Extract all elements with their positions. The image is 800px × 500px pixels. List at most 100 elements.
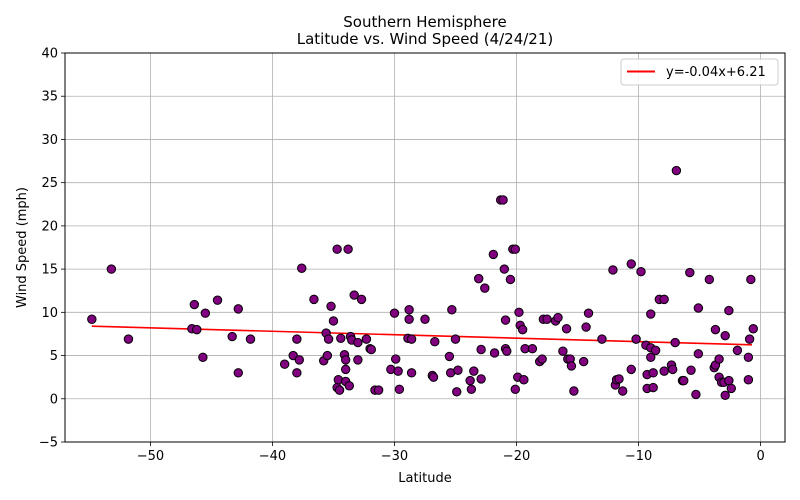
data-point xyxy=(542,314,552,324)
data-point xyxy=(502,346,512,356)
plot-frame xyxy=(64,52,786,443)
data-point xyxy=(553,312,563,323)
data-point xyxy=(724,375,734,386)
data-point xyxy=(489,348,500,358)
data-point xyxy=(323,334,334,344)
data-point xyxy=(617,386,628,396)
y-tick-label: 15 xyxy=(41,263,58,278)
data-point xyxy=(476,344,486,355)
chart-title: Southern Hemisphere xyxy=(343,13,506,31)
x-tick-label: −30 xyxy=(381,449,408,464)
data-point xyxy=(659,366,669,376)
data-point xyxy=(406,334,417,344)
data-point xyxy=(328,316,339,326)
data-point xyxy=(340,355,351,365)
legend-regression-label: y=-0.04x+6.21 xyxy=(666,65,766,80)
data-point xyxy=(569,386,579,396)
data-point xyxy=(704,274,715,285)
y-axis-ticks: −5 0 5 10 15 20 25 30 35 40 xyxy=(39,47,65,451)
data-point xyxy=(732,345,743,356)
data-point xyxy=(500,315,511,325)
data-point xyxy=(510,244,521,254)
data-point xyxy=(123,334,134,344)
y-tick-label: 0 xyxy=(50,392,58,407)
data-point xyxy=(473,273,484,284)
data-point xyxy=(326,301,336,311)
data-point xyxy=(465,375,475,386)
data-point xyxy=(212,295,223,305)
data-point xyxy=(726,383,737,394)
y-tick-label: −5 xyxy=(39,436,58,451)
data-point xyxy=(693,349,704,359)
data-point xyxy=(578,356,589,367)
data-point xyxy=(748,324,758,334)
data-point xyxy=(245,334,256,344)
data-point xyxy=(361,334,372,344)
data-point xyxy=(420,314,430,324)
data-point xyxy=(714,354,724,364)
data-point xyxy=(505,274,516,285)
data-point xyxy=(746,274,756,285)
data-point xyxy=(648,368,658,378)
data-point xyxy=(561,324,572,334)
data-point xyxy=(659,294,669,305)
chart-subtitle: Latitude vs. Wind Speed (4/24/21) xyxy=(297,30,554,48)
data-point xyxy=(447,305,457,315)
y-tick-label: 5 xyxy=(50,349,58,364)
data-point xyxy=(510,384,521,394)
data-point xyxy=(597,334,607,344)
data-point xyxy=(527,343,538,354)
data-point xyxy=(693,303,704,313)
data-point xyxy=(743,375,754,385)
data-point xyxy=(679,375,689,386)
data-point xyxy=(340,364,351,375)
data-point xyxy=(668,364,678,375)
data-point xyxy=(453,365,463,375)
data-point xyxy=(356,294,367,305)
data-point xyxy=(292,334,302,344)
data-point xyxy=(608,265,618,275)
y-tick-label: 10 xyxy=(41,306,58,321)
y-tick-label: 40 xyxy=(41,47,58,62)
data-point xyxy=(353,337,363,348)
data-point xyxy=(334,385,345,395)
data-point xyxy=(566,361,577,371)
regression-layer xyxy=(91,325,753,346)
data-point xyxy=(404,305,414,315)
data-point xyxy=(626,259,636,269)
data-point xyxy=(344,381,355,391)
data-point xyxy=(476,374,486,384)
data-point xyxy=(646,309,656,319)
x-tick-label: −20 xyxy=(503,449,530,464)
data-point xyxy=(685,267,695,278)
data-point xyxy=(332,244,342,254)
data-point xyxy=(710,324,721,335)
data-point xyxy=(671,165,682,176)
data-point xyxy=(366,344,377,355)
y-tick-label: 20 xyxy=(41,219,58,234)
x-tick-label: 0 xyxy=(756,449,764,464)
data-point xyxy=(353,355,363,365)
data-point xyxy=(646,352,656,362)
data-point xyxy=(648,382,658,393)
data-point xyxy=(686,365,696,375)
data-point xyxy=(498,195,508,205)
data-point xyxy=(691,389,701,400)
data-point xyxy=(450,334,461,344)
data-point xyxy=(480,283,490,293)
data-points xyxy=(87,165,758,401)
data-point xyxy=(294,355,305,365)
grid-lines xyxy=(65,52,785,443)
data-point xyxy=(343,244,353,254)
legend-box xyxy=(620,58,779,86)
data-point xyxy=(322,350,333,361)
data-point xyxy=(189,299,200,310)
data-point xyxy=(428,372,439,382)
data-point xyxy=(744,334,755,344)
data-point xyxy=(519,375,529,385)
x-axis-label: Latitude xyxy=(398,471,452,486)
data-point xyxy=(233,368,243,378)
data-point xyxy=(517,324,528,335)
data-point xyxy=(537,354,547,364)
